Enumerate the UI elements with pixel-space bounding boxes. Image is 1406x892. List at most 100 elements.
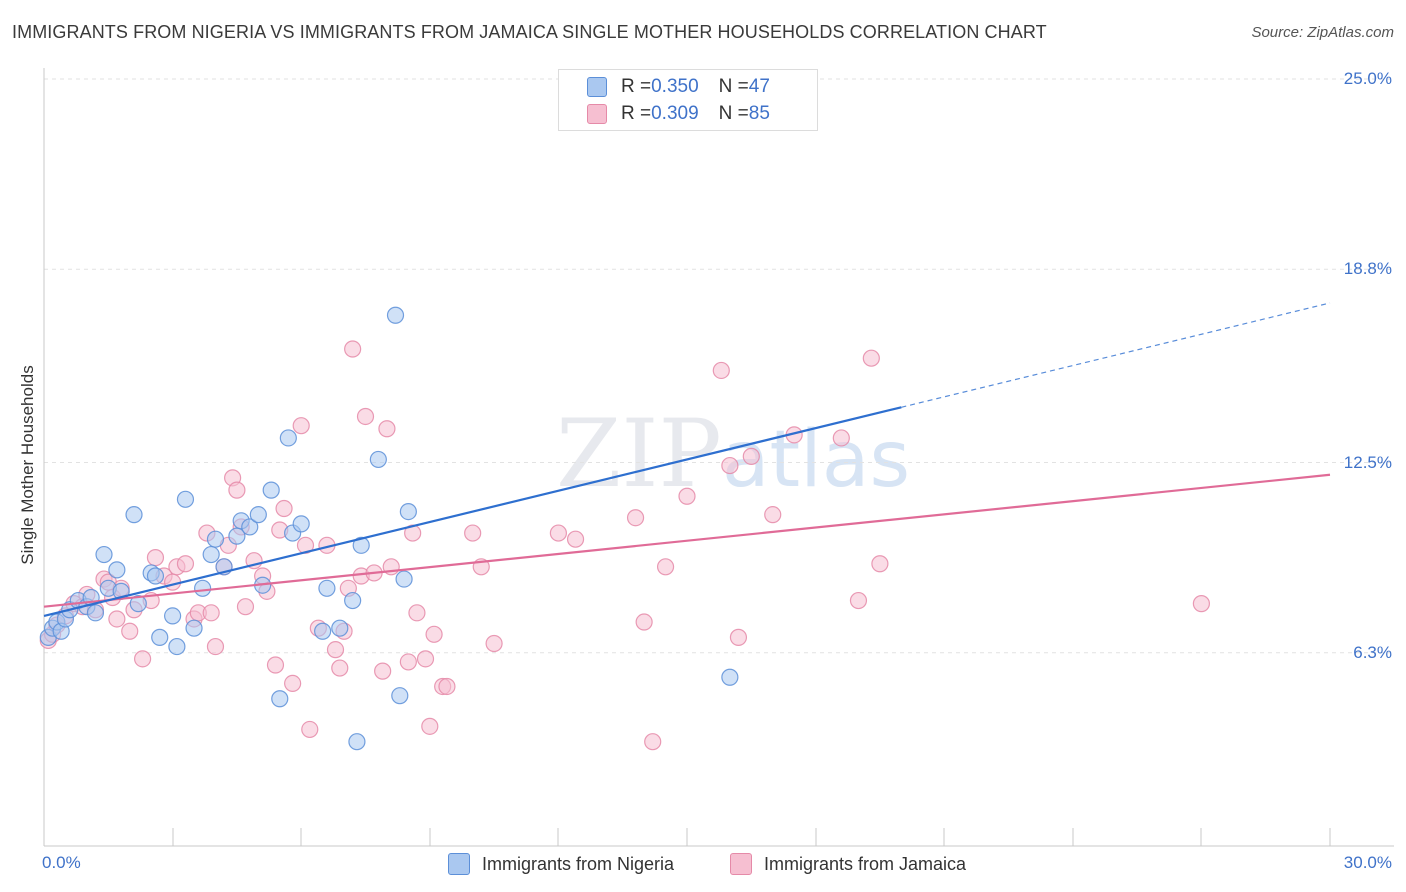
nigeria-n-value: 47 — [748, 76, 770, 97]
nigeria-legend-swatch — [448, 853, 470, 875]
jamaica-point-68 — [566, 530, 585, 548]
nigeria-point-24 — [202, 545, 220, 564]
nigeria-point-32 — [262, 481, 280, 499]
jamaica-point-76 — [729, 628, 748, 646]
nigeria-point-23 — [194, 579, 212, 597]
jamaica-point-78 — [764, 506, 782, 524]
jamaica-point-49 — [344, 340, 362, 358]
nigeria-n-label: N = — [718, 76, 749, 97]
nigeria-point-9 — [86, 604, 105, 622]
nigeria-legend-label: Immigrants from Nigeria — [482, 853, 675, 874]
y-tick-label-1: 12.5% — [1343, 452, 1392, 472]
nigeria-point-41 — [348, 733, 366, 751]
jamaica-point-53 — [374, 662, 392, 680]
jamaica-point-45 — [326, 641, 345, 659]
legend-item-jamaica: Immigrants from Jamaica — [730, 852, 966, 876]
jamaica-point-64 — [464, 524, 482, 542]
watermark-zip: ZIP — [556, 400, 722, 509]
nigeria-point-34 — [279, 429, 297, 447]
nigeria-point-48 — [721, 668, 739, 686]
jamaica-point-73 — [678, 487, 696, 505]
nigeria-r-label: R = — [621, 76, 652, 97]
jamaica-point-42 — [301, 720, 319, 739]
legend-item-nigeria: Immigrants from Nigeria — [448, 852, 674, 876]
jamaica-point-71 — [644, 733, 662, 751]
jamaica-point-40 — [292, 417, 310, 435]
nigeria-point-14 — [125, 506, 143, 524]
nigeria-point-18 — [151, 628, 169, 646]
jamaica-point-54 — [378, 420, 396, 438]
nigeria-point-12 — [108, 561, 126, 579]
jamaica-point-60 — [421, 717, 439, 735]
jamaica-point-66 — [485, 634, 503, 653]
jamaica-point-74 — [712, 361, 730, 380]
jamaica-point-63 — [438, 677, 456, 696]
x-tick-label-max: 30.0% — [1343, 853, 1392, 872]
chart-title: IMMIGRANTS FROM NIGERIA VS IMMIGRANTS FR… — [12, 22, 1047, 42]
legend-row-jamaica: R = 0.309 N = 85 — [587, 101, 770, 127]
jamaica-point-25 — [202, 604, 220, 622]
jamaica-point-13 — [121, 622, 139, 640]
jamaica-point-51 — [356, 407, 375, 426]
jamaica-point-39 — [284, 674, 302, 692]
nigeria-point-20 — [168, 637, 186, 656]
jamaica-point-84 — [1192, 595, 1211, 613]
jamaica-legend-label: Immigrants from Jamaica — [764, 853, 967, 874]
jamaica-point-46 — [331, 659, 349, 677]
jamaica-point-26 — [206, 637, 225, 656]
nigeria-trend-extension — [901, 302, 1331, 408]
jamaica-point-11 — [108, 610, 126, 628]
nigeria-point-44 — [386, 306, 405, 324]
jamaica-point-75 — [721, 456, 739, 475]
jamaica-point-59 — [416, 650, 435, 668]
nigeria-point-10 — [95, 545, 113, 564]
y-tick-label-3: 25.0% — [1343, 69, 1392, 88]
nigeria-point-45 — [391, 687, 409, 705]
jamaica-point-58 — [408, 604, 426, 622]
nigeria-point-17 — [146, 567, 165, 585]
source-credit: Source: ZipAtlas.com — [1251, 24, 1394, 41]
y-tick-label-0: 6.3% — [1353, 642, 1392, 662]
jamaica-r-label: R = — [621, 103, 652, 124]
jamaica-point-72 — [656, 558, 675, 576]
jamaica-point-70 — [635, 613, 653, 631]
jamaica-point-17 — [146, 549, 165, 567]
jamaica-trend-line — [43, 473, 1331, 608]
jamaica-n-label: N = — [718, 103, 749, 124]
nigeria-point-39 — [331, 619, 349, 637]
jamaica-point-15 — [133, 650, 152, 668]
jamaica-swatch — [587, 104, 607, 124]
nigeria-point-42 — [352, 536, 370, 554]
nigeria-point-21 — [176, 490, 195, 508]
jamaica-point-81 — [849, 591, 868, 610]
jamaica-point-67 — [549, 524, 568, 542]
nigeria-point-22 — [185, 619, 203, 637]
jamaica-point-82 — [862, 349, 880, 367]
x-tick-label-min: 0.0% — [42, 853, 81, 872]
nigeria-point-29 — [241, 518, 259, 536]
jamaica-point-80 — [832, 429, 850, 447]
jamaica-point-77 — [742, 447, 760, 465]
nigeria-r-value: 0.350 — [651, 76, 699, 97]
jamaica-legend-swatch — [730, 853, 752, 875]
nigeria-point-25 — [206, 530, 225, 548]
y-axis-label: Single Mother Households — [18, 365, 37, 565]
stats-legend: R = 0.350 N = 47 R = 0.309 N = 85 — [558, 69, 818, 131]
nigeria-point-36 — [292, 515, 310, 533]
nigeria-point-30 — [249, 506, 267, 524]
nigeria-point-33 — [271, 690, 289, 708]
nigeria-point-46 — [395, 570, 413, 588]
nigeria-point-19 — [164, 607, 182, 625]
jamaica-point-61 — [425, 625, 443, 643]
jamaica-point-32 — [236, 598, 255, 616]
zipatlas-watermark: ZIPatlas — [556, 400, 910, 509]
nigeria-point-47 — [399, 502, 417, 521]
jamaica-point-69 — [626, 509, 645, 527]
nigeria-point-43 — [369, 450, 387, 469]
nigeria-point-38 — [318, 579, 336, 597]
jamaica-point-38 — [275, 499, 293, 518]
nigeria-point-37 — [314, 622, 332, 640]
jamaica-point-30 — [228, 481, 246, 499]
nigeria-point-40 — [344, 591, 362, 610]
